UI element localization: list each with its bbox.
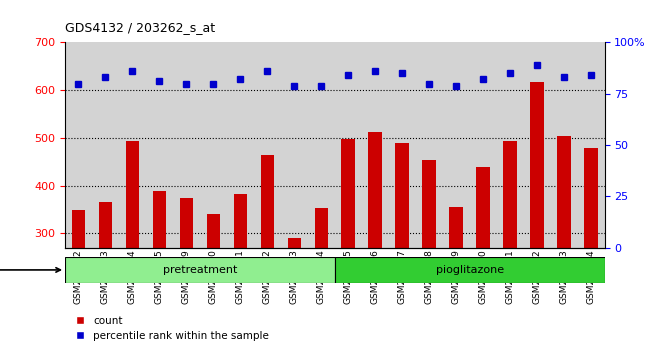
Bar [207,215,220,354]
Bar [341,139,355,354]
Legend: count, percentile rank within the sample: count, percentile rank within the sample [70,312,273,345]
Text: pretreatment: pretreatment [162,265,237,275]
Bar [369,132,382,354]
Bar [233,194,247,354]
Text: pioglitazone: pioglitazone [436,265,504,275]
Bar [125,141,139,354]
Text: agent: agent [0,265,60,275]
Bar [261,155,274,354]
Bar [287,238,301,354]
Bar [72,210,85,354]
Text: GDS4132 / 203262_s_at: GDS4132 / 203262_s_at [65,21,215,34]
Bar [449,207,463,354]
Bar [530,82,544,354]
Bar [422,160,436,354]
Bar [99,202,112,354]
Bar [315,208,328,354]
Bar [557,136,571,354]
Bar [395,143,409,354]
Bar [476,167,490,354]
Bar [179,198,193,354]
FancyBboxPatch shape [335,257,604,283]
FancyBboxPatch shape [65,257,335,283]
Bar [584,148,598,354]
Bar [503,141,517,354]
Bar [153,190,166,354]
